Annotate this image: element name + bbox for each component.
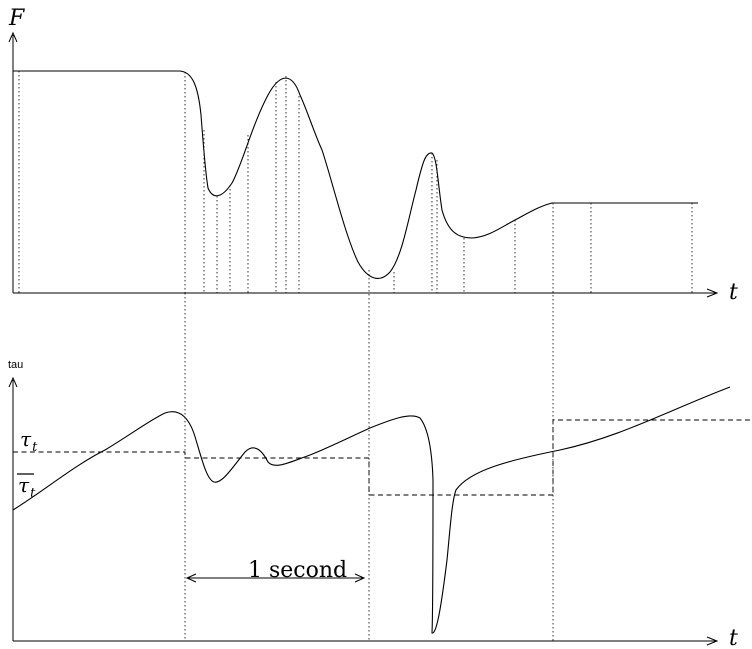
top-y-label: F	[8, 6, 25, 31]
tau-step-function	[13, 419, 752, 496]
top-x-axis-arrow	[706, 288, 719, 298]
bottom-x-axis-arrow	[706, 636, 719, 646]
interval-arrow-right-head	[354, 573, 366, 583]
tau-bar-label: τt	[18, 473, 36, 501]
interval-arrow-left-head	[185, 573, 197, 583]
bottom-plot: tau t τt τt 1 second	[8, 359, 752, 649]
bottom-y-label: tau	[8, 359, 23, 371]
bottom-x-label: t	[729, 626, 738, 649]
tau-label: τt	[20, 427, 38, 455]
top-plot: F t	[8, 6, 738, 305]
interval-label: 1 second	[248, 558, 347, 583]
shared-time-markers	[184, 203, 554, 641]
bottom-y-axis-arrow	[8, 376, 18, 388]
top-x-label: t	[729, 280, 738, 305]
f-curve	[13, 70, 698, 279]
top-y-axis-arrow	[8, 31, 18, 43]
tau-curve	[12, 386, 731, 634]
